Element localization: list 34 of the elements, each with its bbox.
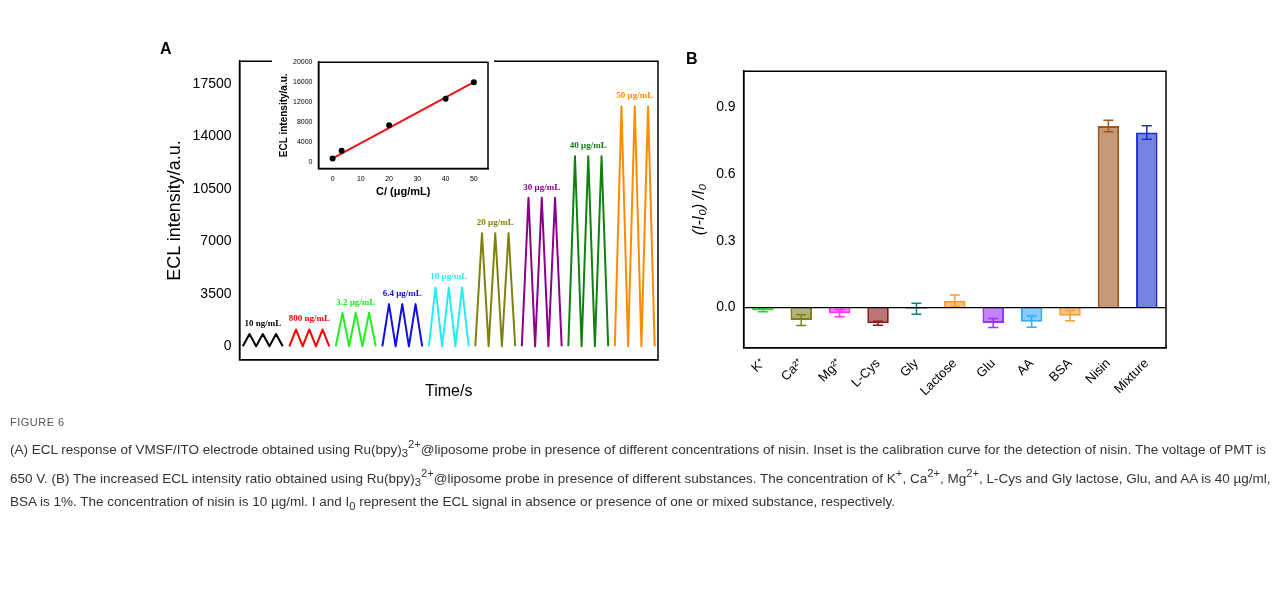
- chart-title: A: [160, 40, 172, 58]
- series-label: 10 μg/mL: [430, 271, 468, 282]
- x-axis-title: C/ (μg/mL): [376, 185, 431, 198]
- series-label: 10 ng/mL: [244, 317, 282, 328]
- y-tick-label: 0.3: [716, 231, 736, 248]
- x-tick-label: Gly: [896, 354, 922, 380]
- y-tick-label: 0.9: [716, 97, 736, 114]
- series-label: 6.4 μg/mL: [382, 287, 422, 298]
- y-tick-label: 7000: [200, 232, 232, 249]
- y-axis-title: (I-I₀) /I₀: [690, 183, 708, 236]
- y-tick-label: 0: [223, 337, 232, 354]
- chart-title: B: [686, 50, 698, 68]
- y-tick-label: 0.0: [716, 298, 736, 315]
- y-tick-label: 10500: [192, 179, 232, 196]
- caption: FIGURE 6: [10, 415, 66, 430]
- y-tick-label: 14000: [192, 127, 232, 144]
- y-axis-title: ECL intensity/a.u.: [163, 140, 184, 281]
- series-label: 50 μg/mL: [616, 90, 654, 101]
- series-label: 800 ng/mL: [288, 313, 330, 324]
- y-tick-label: 0.6: [716, 164, 736, 181]
- x-tick-label: AA: [1013, 355, 1037, 379]
- series-label: 3.2 μg/mL: [336, 296, 376, 307]
- y-axis-title: ECL intensity/a.u.: [277, 73, 289, 158]
- series-label: 20 μg/mL: [476, 216, 514, 227]
- y-tick-label: 17500: [192, 74, 232, 91]
- x-tick-label: K⁺: [747, 355, 768, 375]
- x-tick-label: BSA: [1045, 355, 1075, 385]
- text: (A) ECL response of VMSF/ITO electrode obtained using Ru(bpy)$_{3}$$^{2+}$@liposome probe in presence of different concentrations of nisin. Inset is the calibration curve for the detection of nisin. The voltage of PMT is 650 V. (B) The increased ECL intensity ratio obtained using Ru(bpy)$_{3}$$^{2+}$@liposome probe in presence of different substances. The concentration of K$^{+}$, Ca$^{2+}$, Mg$^{2+}$, L-Cys and Gly lactose, Glu, and AA is 40 µg/ml, BSA is 1%. The concentration of nisin is 10 µg/ml. I and I$_{0}$ represent the ECL signal in absence or presence of one or mixed substance, respectively.: [10, 438, 1271, 513]
- y-tick-label: 3500: [200, 284, 232, 301]
- x-tick-label: Glu: [972, 355, 998, 381]
- x-axis-title: Time/s: [425, 381, 473, 399]
- series-label: 30 μg/mL: [523, 181, 561, 192]
- series-label: 40 μg/mL: [569, 140, 607, 151]
- x-tick-label: Ca²⁺: [777, 355, 806, 384]
